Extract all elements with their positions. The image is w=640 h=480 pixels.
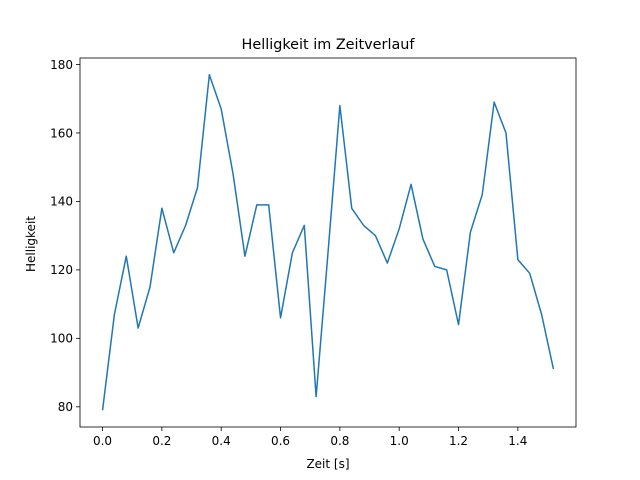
y-tick-label: 140 <box>50 195 73 209</box>
plot-area: 0.0 0.2 0.4 0.6 0.8 1.0 1.2 1.4 80 100 120 140 160 18… <box>50 57 577 448</box>
y-tick-label: 120 <box>50 263 73 277</box>
x-tick-label: 1.0 <box>390 434 409 448</box>
x-tick-label: 0.8 <box>330 434 349 448</box>
x-axis-label: Zeit [s] <box>306 457 349 471</box>
x-tick-label: 0.2 <box>152 434 171 448</box>
y-axis-label: Helligkeit <box>24 216 38 272</box>
x-tick-label: 0.4 <box>212 434 231 448</box>
axes-frame <box>79 57 577 428</box>
y-tick-label: 100 <box>50 332 73 346</box>
x-tick-label: 1.2 <box>449 434 468 448</box>
y-tick-label: 180 <box>50 58 73 72</box>
y-tick-label: 160 <box>50 126 73 140</box>
x-tick-label: 1.4 <box>508 434 527 448</box>
series-line-0 <box>101 74 555 411</box>
y-tick-label: 80 <box>58 400 73 414</box>
x-tick-label: 0.0 <box>93 434 112 448</box>
x-tick-label: 0.6 <box>271 434 290 448</box>
chart-title: Helligkeit im Zeitverlauf <box>242 37 416 53</box>
